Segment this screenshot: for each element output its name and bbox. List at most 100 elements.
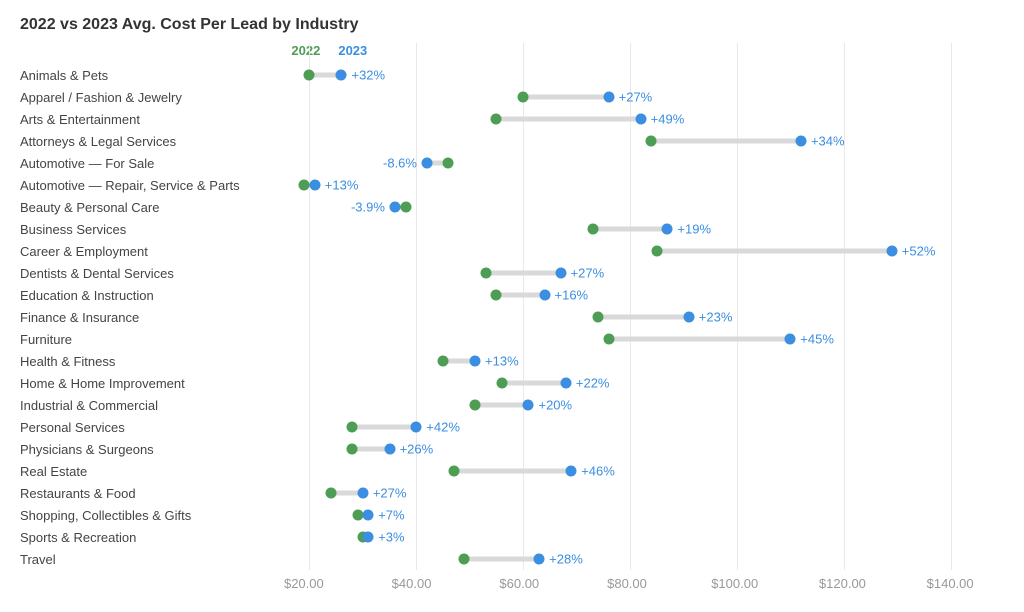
dot-2022 (304, 70, 315, 81)
gridline (844, 108, 845, 130)
gridline (844, 416, 845, 438)
gridline (416, 306, 417, 328)
gridline (951, 108, 952, 130)
industry-label: Dentists & Dental Services (20, 266, 256, 281)
data-row: Real Estate+46% (20, 460, 1004, 482)
data-row: Travel+28% (20, 548, 1004, 570)
industry-label: Physicians & Surgeons (20, 442, 256, 457)
connector (454, 469, 572, 474)
gridline (951, 328, 952, 350)
delta-label: +27% (571, 266, 605, 281)
gridline (951, 372, 952, 394)
gridline (309, 218, 310, 240)
gridline (951, 262, 952, 284)
gridline (951, 152, 952, 174)
row-track: -8.6% (256, 152, 1004, 174)
connector (593, 227, 668, 232)
dot-2022 (347, 444, 358, 455)
row-track: +20% (256, 394, 1004, 416)
industry-label: Automotive — For Sale (20, 156, 256, 171)
delta-label: +27% (619, 90, 653, 105)
data-row: Education & Instruction+16% (20, 284, 1004, 306)
dot-2022 (347, 422, 358, 433)
dot-2022 (400, 202, 411, 213)
gridline (416, 174, 417, 196)
gridline (523, 482, 524, 504)
gridline (523, 152, 524, 174)
industry-label: Sports & Recreation (20, 530, 256, 545)
dot-2022 (491, 290, 502, 301)
dot-2022 (491, 114, 502, 125)
delta-label: +22% (576, 376, 610, 391)
gridline (844, 196, 845, 218)
industry-label: Career & Employment (20, 244, 256, 259)
gridline (416, 130, 417, 152)
row-track: +3% (256, 526, 1004, 548)
gridline (951, 174, 952, 196)
industry-label: Industrial & Commercial (20, 398, 256, 413)
gridline (844, 43, 845, 65)
gridline (309, 43, 310, 65)
industry-label: Beauty & Personal Care (20, 200, 256, 215)
industry-label: Arts & Entertainment (20, 112, 256, 127)
data-row: Attorneys & Legal Services+34% (20, 130, 1004, 152)
x-axis-ticks: $20.00$40.00$60.00$80.00$100.00$120.00$1… (250, 576, 1004, 596)
gridline (630, 416, 631, 438)
gridline (630, 438, 631, 460)
gridline (309, 152, 310, 174)
data-row: Business Services+19% (20, 218, 1004, 240)
industry-label: Automotive — Repair, Service & Parts (20, 178, 256, 193)
gridline (951, 438, 952, 460)
gridline (951, 460, 952, 482)
x-tick-label: $100.00 (711, 576, 758, 591)
connector (486, 271, 561, 276)
row-track: +22% (256, 372, 1004, 394)
industry-label: Animals & Pets (20, 68, 256, 83)
gridline (416, 86, 417, 108)
gridline (309, 306, 310, 328)
delta-label: +7% (378, 508, 404, 523)
dot-2023 (785, 334, 796, 345)
row-track: +32% (256, 64, 1004, 86)
gridline (309, 372, 310, 394)
dot-2023 (363, 510, 374, 521)
gridline (737, 438, 738, 460)
gridline (951, 504, 952, 526)
data-row: Restaurants & Food+27% (20, 482, 1004, 504)
industry-label: Business Services (20, 222, 256, 237)
connector (651, 139, 801, 144)
dot-2023 (662, 224, 673, 235)
gridline (844, 284, 845, 306)
plot-area: 20222023Animals & Pets+32%Apparel / Fash… (20, 44, 1004, 570)
gridline (630, 43, 631, 65)
gridline (523, 240, 524, 262)
gridline (737, 372, 738, 394)
row-track: +23% (256, 306, 1004, 328)
dot-2022 (646, 136, 657, 147)
gridline (309, 86, 310, 108)
gridline (737, 86, 738, 108)
row-track: +13% (256, 350, 1004, 372)
gridline (844, 548, 845, 570)
gridline (630, 460, 631, 482)
gridline (630, 64, 631, 86)
gridline (416, 372, 417, 394)
delta-label: +42% (426, 420, 460, 435)
industry-label: Real Estate (20, 464, 256, 479)
gridline (844, 394, 845, 416)
delta-label: +20% (538, 398, 572, 413)
dot-2022 (448, 466, 459, 477)
gridline (951, 64, 952, 86)
gridline (951, 86, 952, 108)
gridline (416, 196, 417, 218)
row-track: +45% (256, 328, 1004, 350)
gridline (844, 306, 845, 328)
gridline (630, 152, 631, 174)
gridline (951, 350, 952, 372)
gridline (951, 548, 952, 570)
gridline (844, 152, 845, 174)
dot-2023 (560, 378, 571, 389)
gridline (523, 174, 524, 196)
delta-label: +49% (651, 112, 685, 127)
industry-label: Shopping, Collectibles & Gifts (20, 508, 256, 523)
